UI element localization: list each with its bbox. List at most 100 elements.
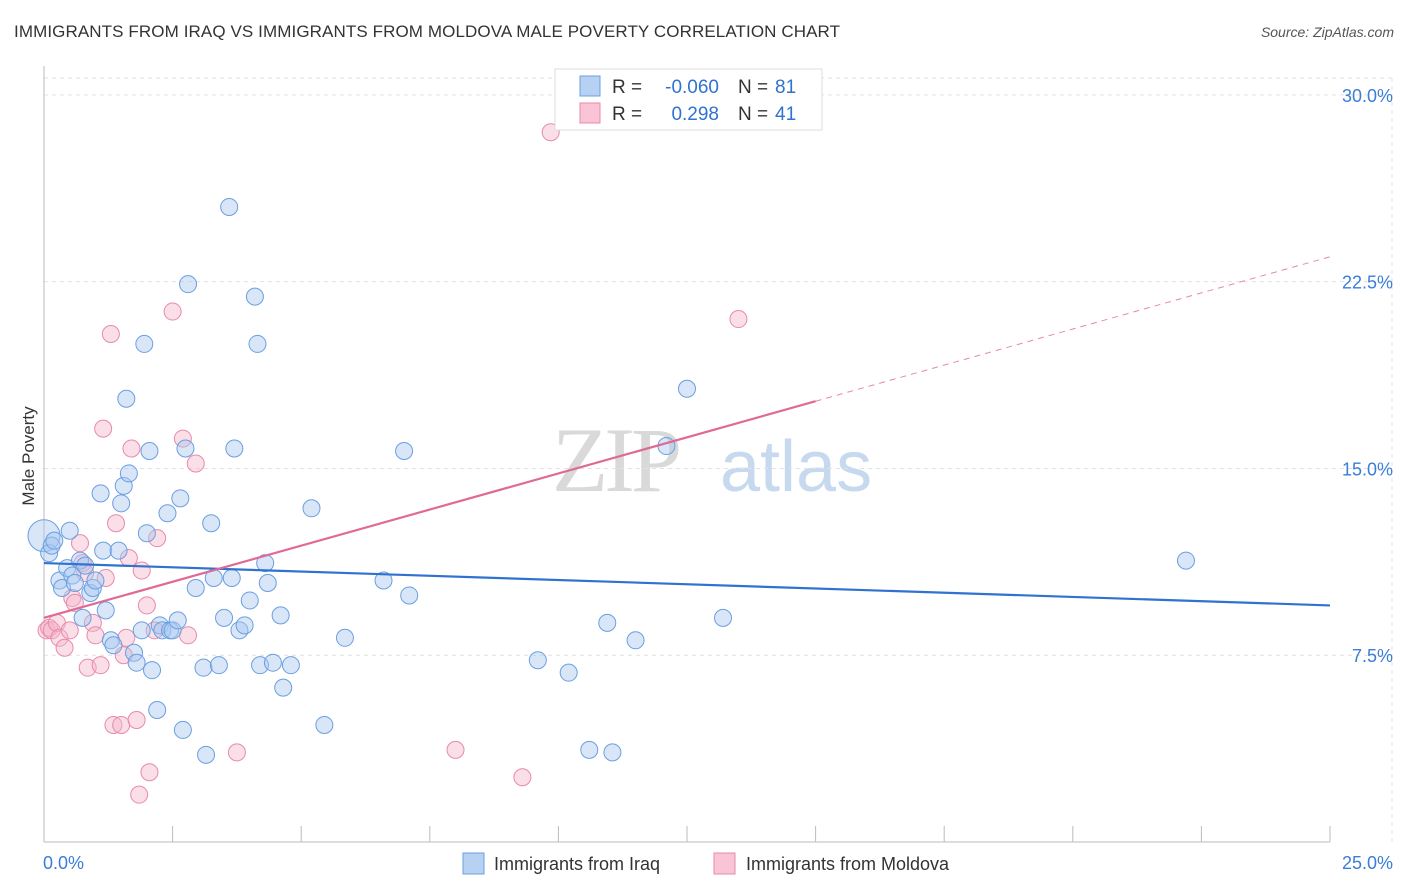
y-tick-labels: 7.5% 15.0% 22.5% 30.0% xyxy=(1342,86,1393,666)
moldova-point-28 xyxy=(132,561,151,580)
legend-r-label-iraq: R = xyxy=(612,77,642,98)
iraq-point-71 xyxy=(400,586,419,605)
moldova-point-14 xyxy=(86,626,105,645)
iraq-point-78 xyxy=(657,437,676,456)
moldova-point-21 xyxy=(112,715,131,734)
iraq-point-72 xyxy=(528,651,547,670)
iraq-point-24 xyxy=(117,389,136,408)
legend-n-label-moldova: N = xyxy=(738,104,768,125)
iraq-point-32 xyxy=(143,661,162,680)
axes xyxy=(43,66,1331,843)
iraq-point-18 xyxy=(96,601,115,620)
iraq-point-50 xyxy=(215,608,234,627)
iraq-point-54 xyxy=(230,621,249,640)
bottom-legend-label-moldova: Immigrants from Moldova xyxy=(746,854,950,874)
iraq-point-33 xyxy=(148,701,167,720)
iraq-point-65 xyxy=(281,656,300,675)
legend-n-value-iraq: 81 xyxy=(775,77,796,98)
legend-n-label-iraq: N = xyxy=(738,77,768,98)
moldova-point-30 xyxy=(140,763,159,782)
iraq-point-9 xyxy=(65,574,84,593)
y-axis-title: Male Poverty xyxy=(19,406,38,506)
iraq-point-61 xyxy=(258,574,277,593)
iraq-point-76 xyxy=(603,743,622,762)
legend-swatch-iraq xyxy=(579,75,601,97)
iraq-point-20 xyxy=(104,636,123,655)
legend-r-value-moldova: 0.298 xyxy=(671,104,719,125)
iraq-point-79 xyxy=(678,379,696,398)
iraq-point-29 xyxy=(135,334,154,353)
moldova-point-20 xyxy=(107,514,126,533)
iraq-point-27 xyxy=(127,653,146,672)
iraq-point-22 xyxy=(112,494,131,513)
y-tick-label-0: 7.5% xyxy=(1352,646,1393,666)
iraq-point-45 xyxy=(194,658,213,677)
iraq-point-56 xyxy=(240,591,259,610)
iraq-point-52 xyxy=(222,569,241,588)
iraq-point-14 xyxy=(83,578,102,597)
iraq-point-28 xyxy=(132,621,151,640)
iraq-point-49 xyxy=(209,656,228,675)
legend-r-label-moldova: R = xyxy=(612,104,642,125)
moldova-point-5 xyxy=(55,638,74,657)
iraq-point-21 xyxy=(109,541,128,560)
iraq-point-3 xyxy=(45,531,64,550)
iraq-point-47 xyxy=(202,514,221,533)
iraq-point-0 xyxy=(27,519,61,553)
iraq-point-53 xyxy=(225,439,244,458)
iraq-point-39 xyxy=(168,611,187,630)
legend-r-value-iraq: -0.060 xyxy=(665,77,719,98)
gridlines xyxy=(44,77,1393,842)
iraq-point-55 xyxy=(235,616,254,635)
iraq-point-64 xyxy=(274,678,293,697)
iraq-point-68 xyxy=(335,628,354,647)
moldova-point-39 xyxy=(513,768,532,787)
moldova-point-37 xyxy=(227,743,246,762)
iraq-point-36 xyxy=(158,504,177,523)
bottom-legend-swatch-iraq xyxy=(462,852,485,875)
iraq-point-7 xyxy=(60,521,79,540)
y-tick-label-2: 22.5% xyxy=(1342,273,1393,293)
x-tick-label-max: 25.0% xyxy=(1342,853,1393,873)
iraq-point-19 xyxy=(101,631,120,650)
moldova-point-15 xyxy=(91,656,110,675)
iraq-point-16 xyxy=(91,484,110,503)
y-tick-label-3: 30.0% xyxy=(1342,86,1393,106)
iraq-point-17 xyxy=(94,541,113,560)
x-tick-label-min: 0.0% xyxy=(43,853,84,873)
iraq-point-69 xyxy=(374,571,393,590)
moldova-trend-line xyxy=(43,400,816,619)
iraq-point-62 xyxy=(263,653,282,672)
iraq-point-43 xyxy=(179,275,198,294)
moldova-point-25 xyxy=(122,439,141,458)
moldova-point-35 xyxy=(179,626,198,645)
iraq-point-73 xyxy=(559,663,578,682)
iraq-point-8 xyxy=(63,566,82,585)
iraq-point-38 xyxy=(163,621,182,640)
iraq-point-75 xyxy=(598,613,617,632)
moldova-point-26 xyxy=(127,710,146,729)
stats-legend: R = -0.060 N = 81 R = 0.298 N = 41 xyxy=(554,68,823,131)
moldova-point-6 xyxy=(60,621,79,640)
moldova-point-17 xyxy=(96,569,115,588)
chart-title: IMMIGRANTS FROM IRAQ VS IMMIGRANTS FROM … xyxy=(14,22,841,41)
iraq-point-42 xyxy=(176,439,195,458)
moldova-point-32 xyxy=(148,529,167,548)
iraq-points xyxy=(27,197,1195,764)
watermark-atlas: atlas xyxy=(720,427,872,507)
moldova-point-41 xyxy=(729,310,748,329)
iraq-point-63 xyxy=(271,606,290,625)
iraq-point-25 xyxy=(119,464,138,483)
watermark-zip: ZIP xyxy=(552,409,679,511)
iraq-point-35 xyxy=(153,621,172,640)
series-legend: Immigrants from Iraq Immigrants from Mol… xyxy=(462,852,950,875)
iraq-point-44 xyxy=(186,578,205,597)
iraq-point-67 xyxy=(315,715,334,734)
iraq-point-2 xyxy=(42,536,61,555)
iraq-point-15 xyxy=(86,571,105,590)
iraq-point-46 xyxy=(197,745,216,764)
moldova-point-16 xyxy=(94,419,113,438)
iraq-point-40 xyxy=(171,489,190,508)
iraq-point-66 xyxy=(302,499,321,518)
